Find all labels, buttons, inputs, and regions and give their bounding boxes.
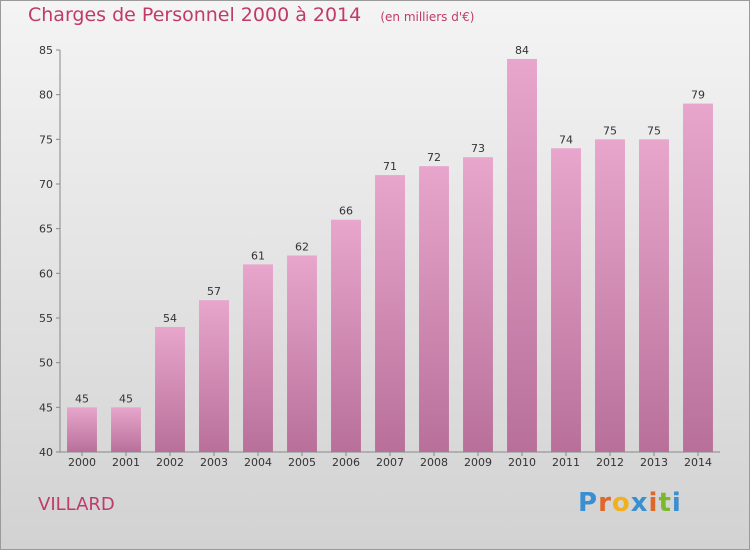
data-label-2013: 75 [647,124,661,137]
x-tick-label: 2014 [684,456,712,469]
commune-name: VILLARD [38,494,115,515]
data-label-2006: 66 [339,205,353,218]
x-tick-label: 2009 [464,456,492,469]
y-tick-label: 50 [39,357,53,370]
y-tick-label: 55 [39,312,53,325]
x-tick-label: 2004 [244,456,272,469]
bar-2002 [155,326,185,452]
data-label-2001: 45 [119,392,133,405]
x-tick-label: 2002 [156,456,184,469]
data-labels: 45 45 54 57 61 62 66 71 72 73 84 74 75 75 79 [75,44,705,405]
bar-2003 [199,300,229,452]
bar-2006 [331,219,361,452]
y-tick-label: 70 [39,178,53,191]
x-tick-label: 2012 [596,456,624,469]
y-tick-label: 85 [39,44,53,57]
data-label-2003: 57 [207,285,221,298]
chart-subtitle: (en milliers d'€) [380,10,475,24]
x-tick-label: 2001 [112,456,140,469]
chart-title-block: Charges de Personnel 2000 à 2014 (en mil… [28,4,474,26]
x-tick-label: 2013 [640,456,668,469]
y-tick-label: 60 [39,267,53,280]
x-tick-label: 2003 [200,456,228,469]
bar-2005 [287,255,317,452]
bar-2009 [463,157,493,452]
bars [67,58,713,453]
y-tick-label: 65 [39,223,53,236]
x-tick-label: 2000 [68,456,96,469]
x-tick-label: 2007 [376,456,404,469]
bar-2004 [243,264,273,452]
x-tick-label: 2006 [332,456,360,469]
y-tick-label: 75 [39,133,53,146]
bar-2014 [683,103,713,452]
chart-title: Charges de Personnel 2000 à 2014 [28,4,362,26]
bar-2000 [67,407,97,452]
bar-2001 [111,407,141,452]
data-label-2011: 74 [559,133,573,146]
x-tick-label: 2011 [552,456,580,469]
bar-2012 [595,139,625,453]
y-tick-label: 45 [39,401,53,414]
bar-2008 [419,166,449,452]
data-label-2004: 61 [251,249,265,262]
data-label-2000: 45 [75,392,89,405]
x-tick-label: 2005 [288,456,316,469]
data-label-2002: 54 [163,312,177,325]
y-tick-label: 40 [39,446,53,459]
data-label-2010: 84 [515,44,529,57]
data-label-2014: 79 [691,89,705,102]
x-tick-label: 2008 [420,456,448,469]
bar-2013 [639,139,669,453]
y-tick-label: 80 [39,89,53,102]
bar-2007 [375,175,405,453]
data-label-2007: 71 [383,160,397,173]
proxiti-logo: Proxiti [578,488,682,518]
bar-2011 [551,148,581,452]
data-label-2008: 72 [427,151,441,164]
axes: 40 45 50 55 60 65 70 75 80 85 2000 2001 2002 2003 2004… [39,44,720,469]
data-label-2009: 73 [471,142,485,155]
data-label-2005: 62 [295,240,309,253]
x-tick-label: 2010 [508,456,536,469]
bar-2010 [507,58,537,452]
data-label-2012: 75 [603,124,617,137]
